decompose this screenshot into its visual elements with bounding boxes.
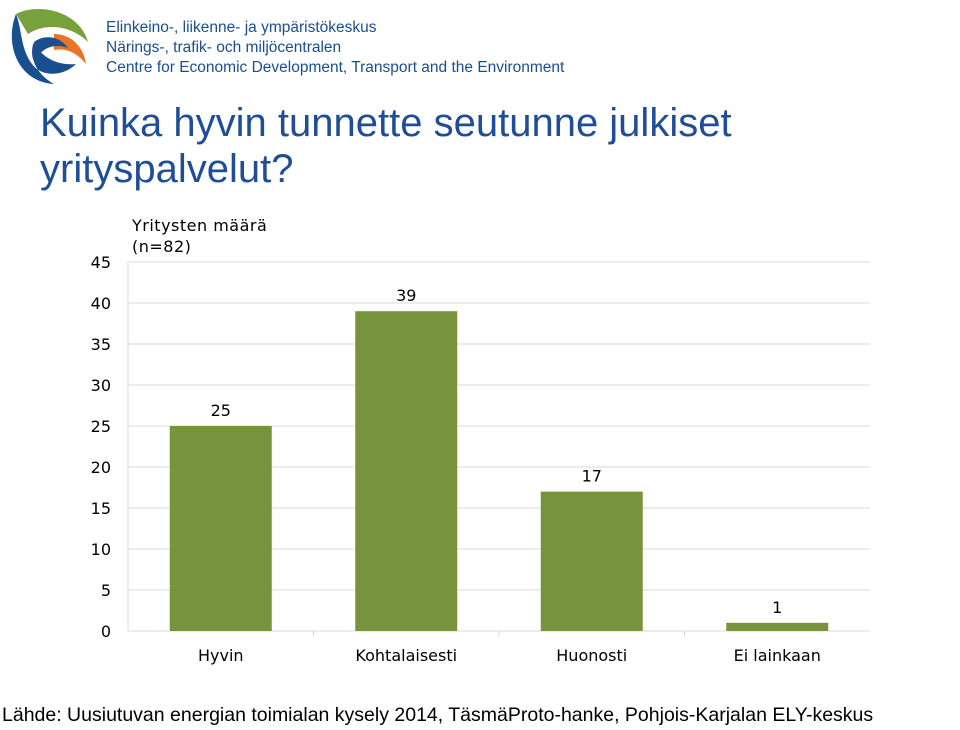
category-label: Hyvin — [198, 646, 244, 665]
data-label: 39 — [396, 286, 416, 305]
y-tick-label: 40 — [91, 294, 111, 313]
header: Elinkeino-, liikenne- ja ympäristökeskus… — [10, 4, 570, 88]
y-tick-label: 35 — [91, 335, 111, 354]
y-tick-label: 0 — [101, 622, 111, 641]
title-line-2: yrityspalvelut? — [40, 147, 294, 191]
y-tick-label: 45 — [91, 253, 111, 272]
y-tick-label: 15 — [91, 499, 111, 518]
y-tick-label: 20 — [91, 458, 111, 477]
category-label: Kohtalaisesti — [355, 646, 457, 665]
y-tick-label: 25 — [91, 417, 111, 436]
data-label: 25 — [211, 401, 231, 420]
bar — [726, 622, 829, 631]
y-tick-label: 10 — [91, 540, 111, 559]
bar — [169, 426, 272, 631]
bar — [355, 311, 458, 631]
y-tick-label: 30 — [91, 376, 111, 395]
data-label: 17 — [582, 467, 602, 486]
organization-name: Elinkeino-, liikenne- ja ympäristökeskus… — [106, 18, 564, 78]
bar — [540, 491, 643, 631]
category-label: Ei lainkaan — [734, 646, 821, 665]
y-axis-label: (n=82) — [132, 237, 191, 256]
title-line-1: Kuinka hyvin tunnette seutunne julkiset — [40, 101, 732, 145]
data-label: 1 — [772, 598, 782, 617]
source-note: Lähde: Uusiutuvan energian toimialan kys… — [2, 704, 874, 726]
bar-chart: 0 5 10 15 20 25 30 35 40 45 Yritysten määrä (n=82) 2… — [91, 216, 870, 665]
org-name-sv: Närings-, trafik- och miljöcentralen — [106, 39, 342, 56]
category-label: Huonosti — [556, 646, 627, 665]
org-name-fi: Elinkeino-, liikenne- ja ympäristökeskus — [106, 19, 377, 36]
ely-logo-icon — [11, 9, 88, 84]
y-axis-label: Yritysten määrä — [131, 216, 267, 235]
page-title: Kuinka hyvin tunnette seutunne julkiset … — [40, 100, 920, 192]
y-tick-label: 5 — [101, 581, 111, 600]
org-name-en: Centre for Economic Development, Transpo… — [106, 59, 565, 76]
